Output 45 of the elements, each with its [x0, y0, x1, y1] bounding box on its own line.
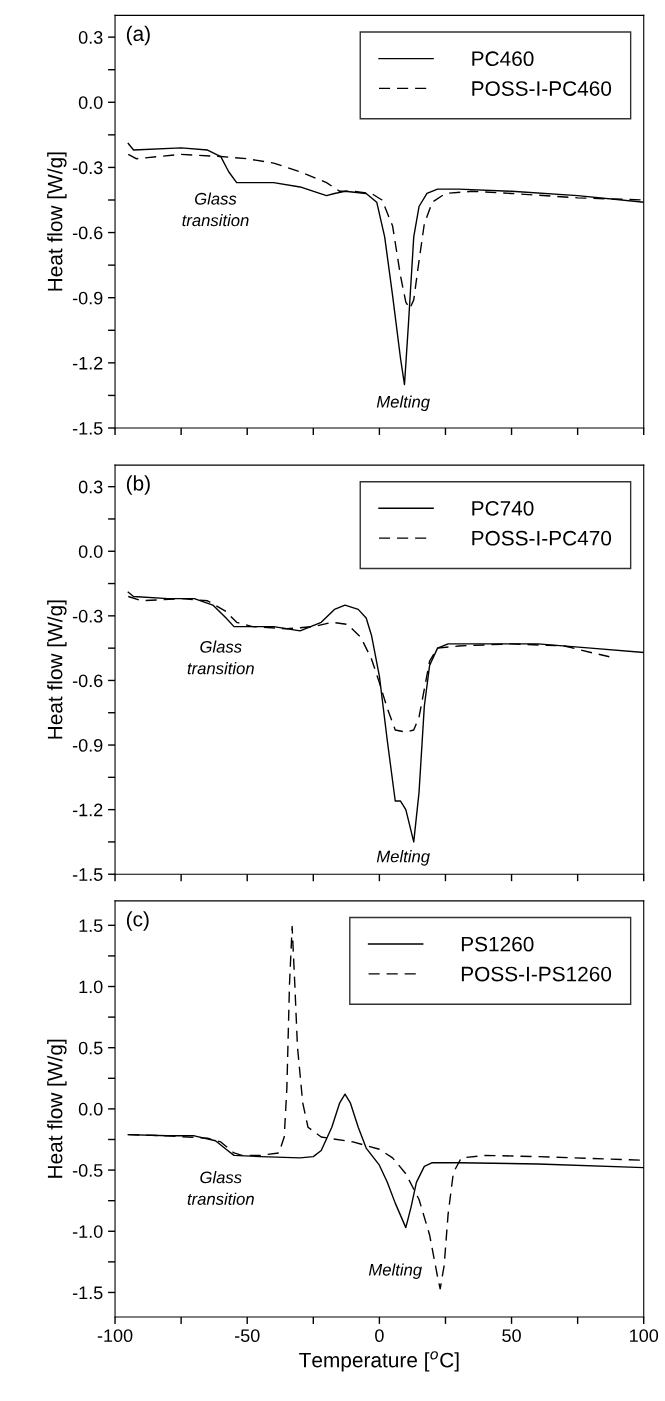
y-tick-label: 0.3	[78, 480, 103, 494]
y-tick-label: -1.5	[72, 868, 103, 881]
y-tick-label: 0.3	[78, 31, 103, 44]
annotation: Melting	[376, 850, 430, 866]
y-tick-label: 0.0	[78, 1102, 103, 1116]
x-tick-label: -100	[97, 1329, 133, 1343]
y-tick-label: -0.9	[72, 738, 103, 752]
y-axis-title: Heat flow [W/g]	[47, 1039, 67, 1178]
y-tick-label: -1.2	[72, 356, 103, 370]
legend-label: POSS-I-PC460	[472, 81, 612, 96]
annotation: Melting	[368, 1263, 422, 1279]
y-axis-title: Heat flow [W/g]	[47, 152, 67, 291]
y-tick-label: 0.0	[78, 545, 103, 558]
x-tick-label: 50	[502, 1329, 521, 1343]
annotation: Glass transition	[187, 640, 254, 675]
y-tick-label: -0.6	[72, 674, 103, 688]
legend-label: POSS-I-PS1260	[461, 966, 612, 982]
x-axis-title: Temperature [$^{o}$C]	[299, 1351, 459, 1372]
y-tick-label: 0.0	[78, 96, 103, 109]
y-tick-label: -1.5	[72, 1286, 103, 1300]
y-tick-label: -1.5	[72, 422, 103, 435]
chart-title: (a)	[126, 25, 150, 46]
y-tick-label: -0.6	[72, 226, 103, 240]
y-tick-label: 1.0	[79, 980, 103, 994]
legend-label: POSS-I-PC470	[472, 530, 612, 546]
legend-label: PC740	[472, 500, 534, 516]
annotation: Glass transition	[182, 192, 249, 227]
y-tick-label: -0.3	[72, 609, 103, 623]
legend-label: PS1260	[461, 936, 534, 952]
y-tick-label: -0.5	[72, 1164, 103, 1177]
annotation: Melting	[376, 395, 430, 412]
y-tick-label: -1.0	[72, 1225, 103, 1238]
y-tick-label: -0.9	[72, 291, 103, 305]
y-tick-label: 1.5	[79, 919, 103, 933]
y-tick-label: 0.5	[78, 1041, 103, 1055]
legend-label: PC460	[472, 51, 534, 67]
x-tick-label: 0	[375, 1329, 384, 1343]
y-tick-label: -0.3	[72, 161, 103, 175]
chart-title: (b)	[126, 475, 150, 495]
y-axis-title: Heat flow [W/g]	[47, 600, 67, 739]
x-tick-label: 100	[630, 1329, 659, 1343]
annotation: Glass transition	[187, 1171, 254, 1205]
x-tick-label: -50	[234, 1329, 260, 1343]
chart-title: (c)	[126, 911, 149, 931]
y-tick-label: -1.2	[72, 803, 103, 817]
